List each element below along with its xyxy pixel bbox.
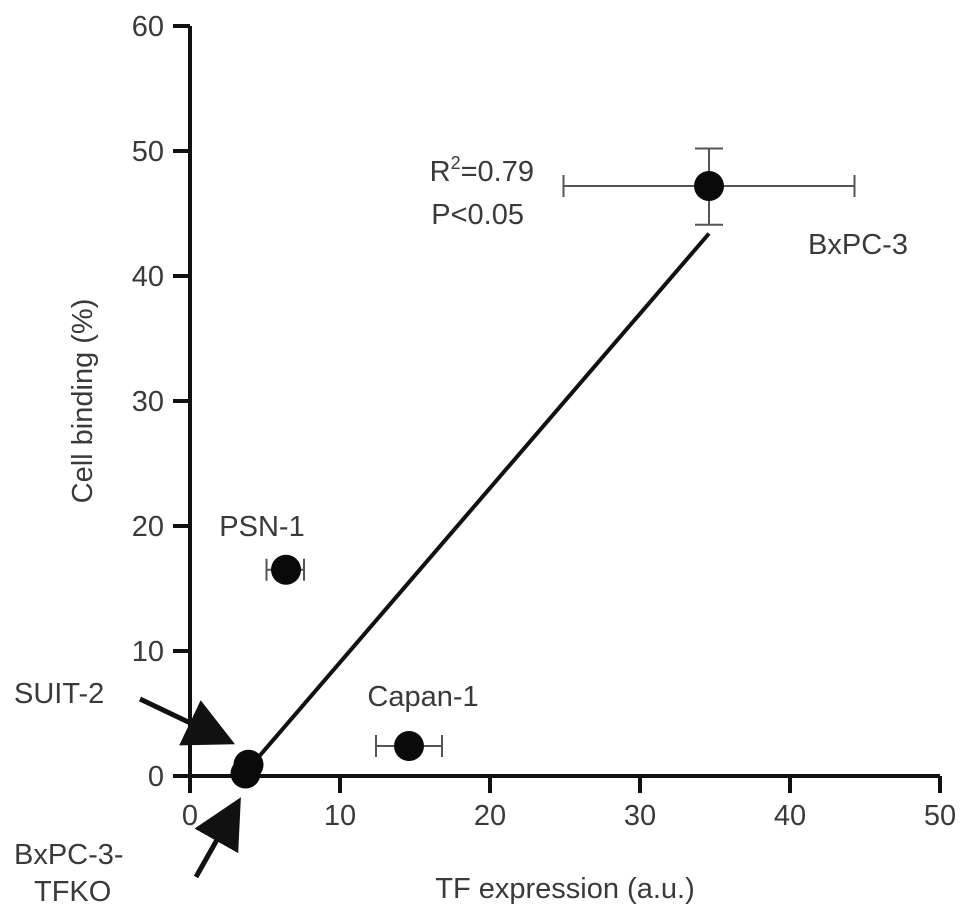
y-ticks: 0 10 20 30 40 50 60 <box>132 11 190 793</box>
regression-line <box>243 232 711 774</box>
point-label-psn1: PSN-1 <box>219 511 304 543</box>
y-axis-label: Cell binding (%) <box>67 299 99 504</box>
suit2-label: SUIT-2 <box>14 678 104 710</box>
tfko-arrow <box>193 797 241 879</box>
error-bars <box>265 147 856 757</box>
x-tick-label: 0 <box>182 800 198 832</box>
y-tick-label: 10 <box>132 636 164 668</box>
y-tick-label: 30 <box>132 386 164 418</box>
x-tick-label: 40 <box>774 800 806 832</box>
data-points <box>230 171 724 789</box>
suit2-arrow <box>138 696 236 746</box>
data-point-psn-1 <box>271 554 301 585</box>
y-tick-label: 60 <box>132 11 164 43</box>
point-label-capan1: Capan-1 <box>367 681 478 713</box>
r-squared-value: =0.79 <box>461 156 534 188</box>
x-tick-label: 30 <box>624 800 656 832</box>
y-tick-label: 50 <box>132 136 164 168</box>
r-squared-prefix: R <box>430 156 451 188</box>
y-tick-label: 40 <box>132 261 164 293</box>
tfko-label-line1: BxPC-3- <box>14 839 124 871</box>
tfko-label-line2: TFKO <box>34 876 111 908</box>
data-point-bxpc-3 <box>694 171 724 201</box>
y-tick-label: 0 <box>148 761 164 793</box>
data-point-bxpc-3-tfko <box>230 758 261 789</box>
p-value-annotation: P<0.05 <box>431 199 524 231</box>
point-label-bxpc3: BxPC-3 <box>808 229 908 261</box>
x-tick-label: 20 <box>474 800 506 832</box>
x-ticks: 0 10 20 30 40 50 <box>182 776 956 832</box>
data-point-capan-1 <box>394 731 424 761</box>
y-tick-label: 20 <box>132 511 164 543</box>
x-tick-label: 10 <box>324 800 356 832</box>
x-tick-label: 50 <box>924 800 956 832</box>
regression-line-group <box>243 232 711 774</box>
r-squared-annotation: R2=0.79 <box>430 153 534 188</box>
x-axis-label: TF expression (a.u.) <box>435 873 694 905</box>
r-squared-superscript: 2 <box>451 153 461 173</box>
